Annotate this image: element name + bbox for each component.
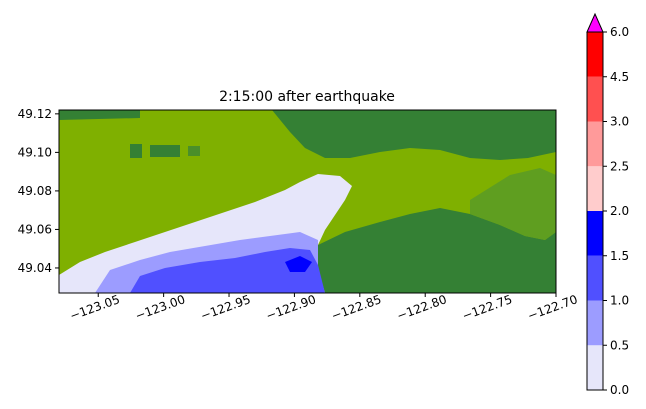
colorbar-segment (587, 300, 603, 346)
colorbar-tick-label: 3.0 (610, 115, 629, 129)
colorbar-segment (587, 255, 603, 301)
colorbar-extend-arrow (586, 12, 604, 33)
colorbar-tick-label: 1.0 (610, 294, 629, 308)
colorbar: 0.0 0.5 1.0 1.5 2.0 2.5 3.0 4.5 6.0 (586, 12, 629, 397)
colorbar-tick-label: 4.5 (610, 70, 629, 84)
y-tick-label: 49.06 (18, 222, 52, 236)
colorbar-segment (587, 76, 603, 122)
colorbar-segment (587, 211, 603, 256)
highland-patch-1 (130, 144, 142, 158)
x-tick-label: −122.80 (395, 292, 449, 323)
colorbar-tick-label: 0.5 (610, 338, 629, 352)
y-tick-label: 49.04 (18, 261, 52, 275)
inundation-zone-1.0-1.5 (130, 248, 325, 293)
colorbar-segment (587, 166, 603, 211)
colorbar-tick-label: 2.0 (610, 204, 629, 218)
y-tick-label: 49.12 (18, 107, 52, 121)
x-tick-label: −122.70 (526, 292, 580, 323)
colorbar-segment (587, 121, 603, 167)
colorbar-tick-label: 6.0 (610, 25, 629, 39)
colorbar-tick-label: 0.0 (610, 383, 629, 397)
x-tick-label: −122.75 (460, 292, 514, 323)
highland-east-gradient (470, 168, 556, 240)
x-axis: −123.05 −123.00 −122.95 −122.90 −122.85 −122.… (68, 292, 579, 323)
highland-patch-2 (150, 145, 180, 157)
highland-north-east (272, 110, 556, 160)
y-tick-label: 49.08 (18, 184, 52, 198)
x-tick-label: −123.05 (68, 292, 122, 323)
chart-title: 2:15:00 after earthquake (219, 89, 395, 105)
highland-north-west-strip (59, 110, 140, 120)
x-tick-label: −123.00 (133, 292, 187, 323)
highland-south-east (318, 208, 556, 293)
inundation-zone-1.5-2.0 (285, 256, 312, 272)
x-tick-label: −122.95 (199, 292, 253, 323)
y-axis: 49.04 49.06 49.08 49.10 49.12 (18, 107, 59, 275)
x-tick-label: −122.85 (330, 292, 384, 323)
colorbar-segment (587, 32, 603, 77)
highland-patch-3 (188, 146, 200, 156)
y-tick-label: 49.10 (18, 145, 52, 159)
colorbar-segment (587, 345, 603, 390)
plot-frame (58, 109, 557, 294)
colorbar-tick-label: 2.5 (610, 159, 629, 173)
plot-area (59, 110, 556, 293)
colorbar-tick-label: 1.5 (610, 249, 629, 263)
x-tick-label: −122.90 (264, 292, 318, 323)
